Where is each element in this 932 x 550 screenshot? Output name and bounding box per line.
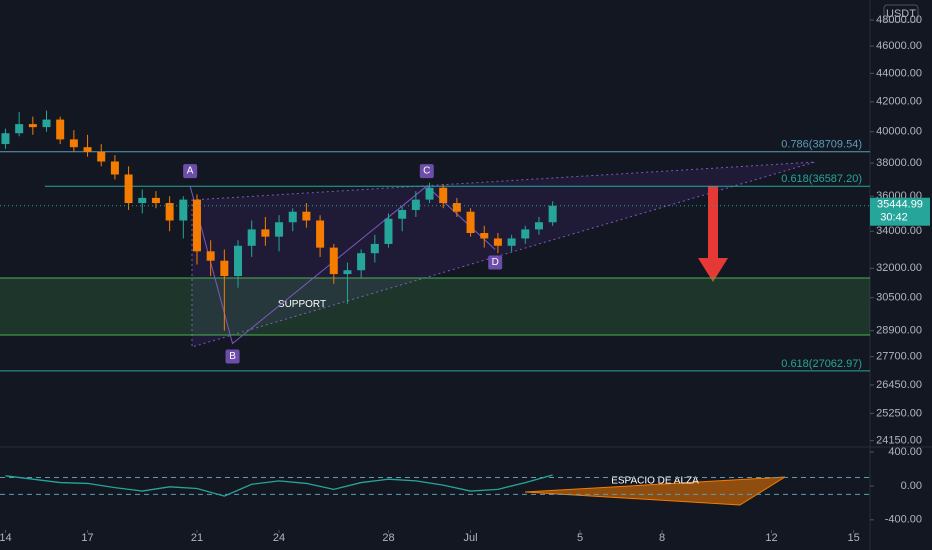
x-tick-label: 24 — [273, 532, 285, 544]
x-tick-label: 28 — [382, 532, 394, 544]
candle-body — [398, 209, 407, 219]
point-label: D — [492, 257, 499, 268]
price-tag — [870, 197, 930, 226]
y-tick-label: 42000.00 — [876, 96, 922, 108]
x-tick-label: 14 — [0, 532, 12, 544]
candle-body — [124, 174, 133, 204]
candle-body — [370, 243, 379, 254]
point-marker — [183, 164, 198, 179]
candle-body — [69, 139, 78, 148]
candle-body — [234, 245, 243, 277]
candle-body — [15, 124, 24, 134]
candle-body — [316, 220, 325, 248]
candle-body — [220, 260, 229, 277]
x-tick-label: 15 — [847, 532, 859, 544]
x-tick-label: 8 — [659, 532, 665, 544]
candle-body — [288, 211, 297, 223]
candle-body — [83, 147, 92, 152]
fib-label: 0.786(38709.54) — [781, 139, 862, 151]
candle-body — [384, 218, 393, 244]
down-arrow — [698, 186, 728, 282]
y-tick-label: 25250.00 — [876, 407, 922, 419]
candle-body — [480, 233, 489, 239]
y-tick-label: 28900.00 — [876, 325, 922, 337]
candle-body — [206, 251, 215, 261]
y-tick-label: 34000.00 — [876, 225, 922, 237]
y-tick-label: 32000.00 — [876, 262, 922, 274]
candle-body — [179, 199, 188, 221]
y-tick-label: 24150.00 — [876, 435, 922, 447]
candle-body — [466, 211, 475, 234]
y-tick-label: 38000.00 — [876, 157, 922, 169]
y-tick-label: 27700.00 — [876, 351, 922, 363]
candle-body — [275, 222, 284, 237]
candle-body — [56, 119, 65, 140]
candle-body — [493, 238, 502, 246]
y-tick-label: 30500.00 — [876, 292, 922, 304]
candle-body — [534, 222, 543, 230]
currency-box — [883, 4, 919, 23]
y-tick-label: 46000.00 — [876, 40, 922, 52]
rise-area — [524, 476, 786, 506]
support-zone — [0, 277, 870, 335]
point-marker — [225, 349, 240, 364]
x-tick-label: 17 — [81, 532, 93, 544]
candle-body — [452, 203, 461, 212]
point-marker — [488, 255, 503, 270]
candle-body — [1, 133, 10, 145]
point-label: B — [229, 351, 236, 362]
candle-body — [425, 187, 434, 200]
candle-body — [411, 199, 420, 210]
y-tick-label: 44000.00 — [876, 67, 922, 79]
swing-line — [189, 185, 496, 345]
candle-body — [151, 197, 160, 204]
candle-body — [507, 238, 516, 246]
x-tick-label: Jul — [464, 532, 478, 544]
point-marker — [419, 164, 434, 179]
currency: USDT — [886, 8, 916, 20]
y-tick-label: 26450.00 — [876, 379, 922, 391]
candle-body — [247, 229, 256, 246]
candle-body — [343, 270, 352, 275]
candle-body — [548, 205, 557, 223]
candle-body — [439, 187, 448, 204]
candle-body — [357, 253, 366, 271]
candle-body — [28, 124, 37, 128]
candle-body — [138, 197, 147, 204]
candle-body — [329, 247, 338, 275]
zone-label: SUPPORT — [278, 299, 326, 310]
y-tick-label: 48000.00 — [876, 14, 922, 26]
countdown: 30:42 — [880, 212, 908, 224]
candle-body — [302, 211, 311, 221]
fib-label: 0.618(36587.20) — [781, 173, 862, 185]
x-tick-label: 12 — [765, 532, 777, 544]
y-tick-label: -400.00 — [885, 514, 922, 526]
candle-body — [97, 151, 106, 162]
candle-body — [110, 161, 119, 175]
oscillator-line — [5, 474, 553, 497]
y-tick-label: 0.00 — [901, 480, 922, 492]
candle-body — [42, 119, 51, 128]
rise-label: ESPACIO DE ALZA — [611, 476, 699, 487]
candle-body — [261, 229, 270, 237]
point-label: C — [423, 166, 430, 177]
y-tick-label: 40000.00 — [876, 126, 922, 138]
point-label: A — [187, 166, 194, 177]
price-tag-label: 35444.99 — [877, 199, 923, 211]
candle-body — [165, 203, 174, 221]
x-tick-label: 5 — [577, 532, 583, 544]
candle-body — [192, 199, 201, 252]
candle-body — [521, 229, 530, 239]
y-tick-label: 400.00 — [888, 446, 922, 458]
fib-label: 0.618(27062.97) — [781, 358, 862, 370]
x-tick-label: 21 — [191, 532, 203, 544]
